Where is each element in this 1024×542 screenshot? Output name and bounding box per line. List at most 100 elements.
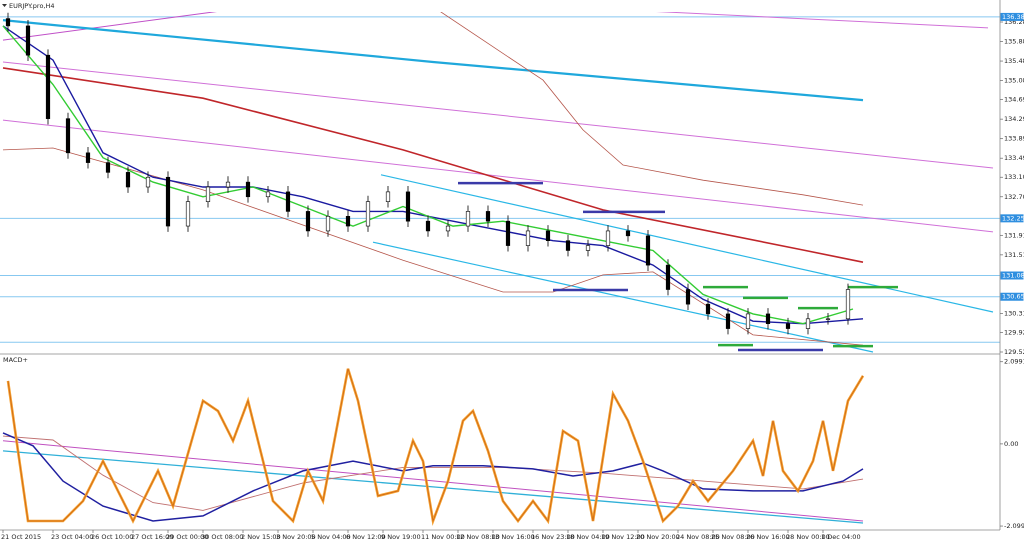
- candle-body: [845, 289, 851, 320]
- candle-body: [485, 211, 491, 222]
- line-series: [2, 67, 864, 263]
- y-tick-label: 134.290: [1004, 115, 1024, 123]
- macd-plot: [2, 368, 865, 526]
- candle-body: [685, 289, 691, 305]
- x-tick-label: 30 Oct 08:00: [201, 533, 243, 541]
- y-tick-label: 0.00: [1004, 440, 1018, 448]
- line-series: [2, 440, 864, 522]
- x-tick-label: 21 Oct 2015: [1, 533, 41, 541]
- x-tick-label: 26 Oct 10:00: [91, 533, 133, 541]
- y-tick-label: 135.880: [1004, 38, 1024, 46]
- x-tick-label: 1 Dec 04:00: [821, 533, 861, 541]
- price-plot: [0, 12, 1000, 353]
- candle-body: [765, 313, 771, 324]
- line-series: [380, 174, 994, 313]
- x-tick-label: 25 Nov 08:00: [711, 533, 755, 541]
- x-tick-label: 16 Nov 23:00: [531, 533, 575, 541]
- candle-body: [745, 313, 751, 329]
- line-series: [2, 450, 864, 524]
- candle-body: [145, 176, 151, 188]
- candle-body: [545, 230, 551, 242]
- level-label: 136.384: [1002, 13, 1024, 21]
- y-tick-label: 133.100: [1004, 173, 1024, 181]
- level-label-box: [1000, 271, 1024, 280]
- y-tick-label: -2.0991: [1004, 522, 1024, 530]
- line-series: [440, 12, 864, 206]
- line-series: [2, 19, 864, 102]
- candle-body: [645, 235, 651, 266]
- candle-body: [705, 303, 711, 315]
- candle-body: [385, 191, 391, 202]
- x-tick-label: 6 Nov 12:00: [346, 533, 386, 541]
- x-tick-label: 2 Nov 15:00: [241, 533, 281, 541]
- candle-body: [285, 191, 291, 212]
- candle-body: [125, 172, 131, 188]
- candle-body: [465, 211, 471, 227]
- line-series: [2, 61, 994, 169]
- candle-body: [85, 152, 91, 163]
- candle-body: [65, 118, 71, 154]
- candle-body: [565, 240, 571, 251]
- candle-body: [585, 245, 591, 251]
- candle-body: [785, 323, 791, 329]
- menu-triangle: [2, 4, 7, 7]
- level-label-box: [1000, 292, 1024, 301]
- y-tick-label: 133.490: [1004, 154, 1024, 162]
- candle-body: [185, 201, 191, 227]
- line-series: [2, 12, 217, 41]
- chart-title: EURJPY.pro,H4: [9, 2, 55, 10]
- y-tick-label: 131.910: [1004, 231, 1024, 239]
- candle-body: [325, 215, 331, 232]
- x-tick-label: 24 Nov 08:00: [676, 533, 720, 541]
- line-series: [2, 119, 994, 233]
- x-tick-label: 11 Nov 00:00: [421, 533, 465, 541]
- x-tick-label: 26 Nov 16:00: [746, 533, 790, 541]
- candle-body: [625, 230, 631, 237]
- y-tick-label: 132.700: [1004, 193, 1024, 201]
- indicator-title: MACD+: [3, 356, 28, 364]
- candle-body: [425, 220, 431, 232]
- candle-body: [605, 230, 611, 246]
- y-tick-label: 134.690: [1004, 96, 1024, 104]
- candle-body: [345, 215, 351, 227]
- candle-body: [205, 186, 211, 202]
- x-tick-label: 23 Oct 04:00: [51, 533, 93, 541]
- level-label-box: [1000, 214, 1024, 223]
- level-label: 130.652: [1002, 293, 1024, 301]
- level-label-box: [1000, 12, 1024, 21]
- y-tick-label: 2.0991: [1004, 358, 1024, 366]
- line-series: [655, 12, 989, 29]
- candle-body: [265, 191, 271, 198]
- candle-body: [445, 225, 451, 232]
- line-series: [7, 368, 864, 523]
- x-tick-label: 29 Oct 00:00: [166, 533, 208, 541]
- y-tick-label: 135.480: [1004, 57, 1024, 65]
- candle-body: [505, 220, 511, 246]
- y-tick-label: 135.080: [1004, 77, 1024, 85]
- y-tick-label: 129.920: [1004, 328, 1024, 336]
- x-tick-label: 9 Nov 19:00: [381, 533, 421, 541]
- level-label: 132.258: [1002, 214, 1024, 222]
- x-tick-label: 28 Nov 00:00: [786, 533, 830, 541]
- y-tick-label: 136.280: [1004, 18, 1024, 26]
- line-series: [2, 435, 864, 511]
- x-tick-label: 5 Nov 04:00: [311, 533, 351, 541]
- x-tick-label: 27 Oct 16:00: [131, 533, 173, 541]
- candle-body: [305, 211, 311, 232]
- candle-body: [825, 318, 831, 320]
- candle-body: [245, 181, 251, 198]
- x-tick-label: 12 Nov 08:00: [456, 533, 500, 541]
- candle-body: [405, 191, 411, 222]
- y-tick-label: 133.890: [1004, 135, 1024, 143]
- candle-body: [165, 176, 171, 227]
- x-tick-label: 18 Nov 04:00: [566, 533, 610, 541]
- x-tick-label: 13 Nov 16:00: [491, 533, 535, 541]
- candle-body: [105, 162, 111, 173]
- x-tick-label: 3 Nov 20:00: [276, 533, 316, 541]
- candle-body: [525, 230, 531, 246]
- y-tick-label: 130.310: [1004, 309, 1024, 317]
- candle-body: [365, 201, 371, 227]
